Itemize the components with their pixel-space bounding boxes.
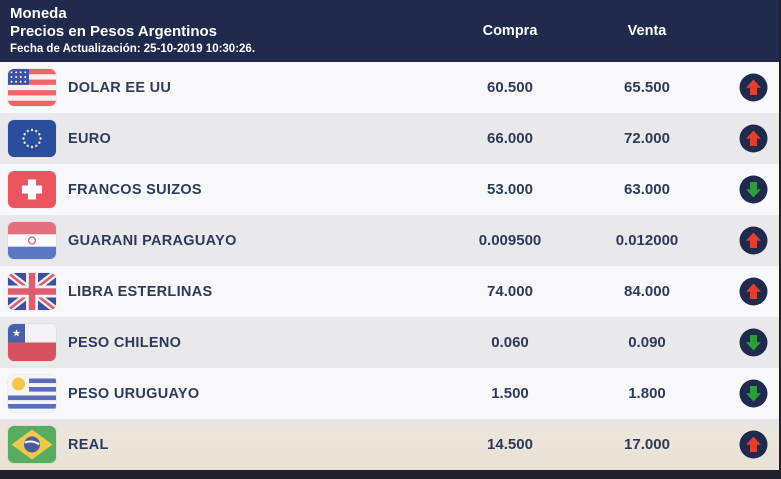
venta-value: 84.000 [624,283,670,300]
arrow-up-icon [739,73,768,102]
currency-name: REAL [68,436,109,453]
table-row: EURO 66.000 72.000 [0,113,781,164]
update-timestamp: Fecha de Actualización: 25-10-2019 10:30… [10,43,256,56]
cl-flag-icon [8,324,56,361]
table-row: DOLAR EE UU 60.500 65.500 [0,62,781,113]
bottom-bar [0,470,781,479]
venta-value: 17.000 [624,436,670,453]
venta-value: 72.000 [624,130,670,147]
table-row: LIBRA ESTERLINAS 74.000 84.000 [0,266,781,317]
column-header-compra: Compra [482,23,538,39]
venta-value: 65.500 [624,79,670,96]
arrow-up-icon [739,124,768,153]
currency-name: FRANCOS SUIZOS [68,181,202,198]
arrow-up-icon [739,226,768,255]
currency-name: LIBRA ESTERLINAS [68,283,213,300]
table-row: GUARANI PARAGUAYO 0.009500 0.012000 [0,215,781,266]
compra-value: 1.500 [491,385,529,402]
compra-value: 74.000 [487,283,533,300]
compra-value: 0.009500 [478,232,542,249]
ch-flag-icon [8,171,56,208]
py-flag-icon [8,222,56,259]
currency-name: PESO URUGUAYO [68,385,200,402]
eu-flag-icon [8,120,56,157]
compra-value: 14.500 [487,436,533,453]
arrow-down-icon [739,328,768,357]
currency-table: DOLAR EE UU 60.500 65.500 EURO 66.000 72… [0,62,781,470]
venta-value: 63.000 [624,181,670,198]
currency-name: PESO CHILENO [68,334,182,351]
compra-value: 66.000 [487,130,533,147]
arrow-down-icon [739,379,768,408]
compra-value: 0.060 [491,334,529,351]
column-header-venta: Venta [627,23,667,39]
venta-value: 0.012000 [615,232,679,249]
us-flag-icon [8,69,56,106]
currency-name: DOLAR EE UU [68,79,172,96]
currency-name: GUARANI PARAGUAYO [68,232,237,249]
arrow-down-icon [739,175,768,204]
compra-value: 60.500 [487,79,533,96]
right-edge-divider [779,0,781,479]
table-row: PESO CHILENO 0.060 0.090 [0,317,781,368]
compra-value: 53.000 [487,181,533,198]
gb-flag-icon [8,273,56,310]
br-flag-icon [8,426,56,463]
table-row: FRANCOS SUIZOS 53.000 63.000 [0,164,781,215]
venta-value: 0.090 [628,334,666,351]
page-subtitle: Precios en Pesos Argentinos [10,22,218,40]
table-row: PESO URUGUAYO 1.500 1.800 [0,368,781,419]
table-header: Moneda Precios en Pesos Argentinos Fecha… [0,0,781,62]
arrow-up-icon [739,430,768,459]
page-title: Moneda [10,4,67,22]
header-text-block: Moneda Precios en Pesos Argentinos Fecha… [0,4,420,56]
uy-flag-icon [8,375,56,412]
currency-name: EURO [68,130,112,147]
venta-value: 1.800 [628,385,666,402]
arrow-up-icon [739,277,768,306]
table-row: REAL 14.500 17.000 [0,419,781,470]
